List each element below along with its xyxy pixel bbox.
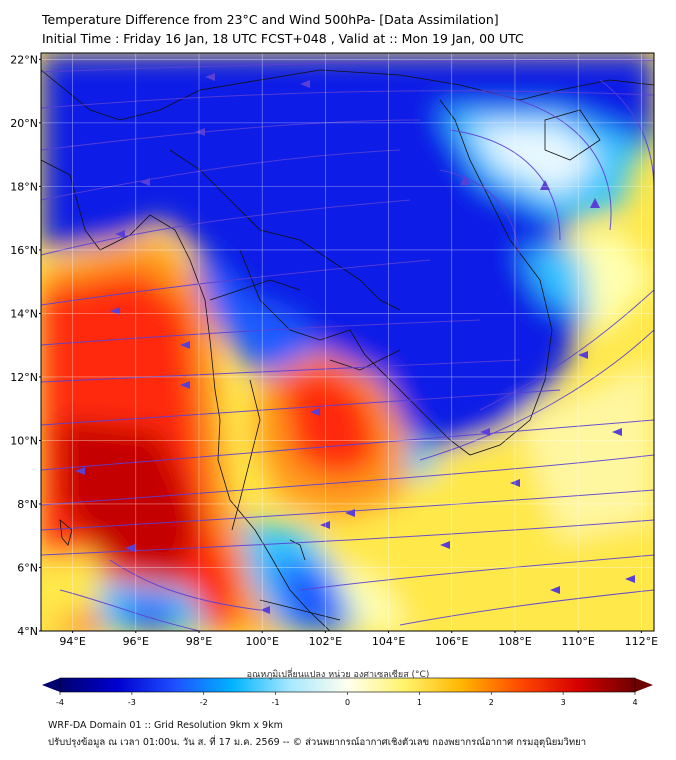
map-title-line2: Initial Time : Friday 16 Jan, 18 UTC FCS… (42, 31, 524, 46)
lat-tick-label: 10°N (10, 434, 38, 447)
lon-tick-label: 96°E (123, 635, 149, 648)
lon-tick-label: 106°E (435, 635, 468, 648)
lat-tick-label: 16°N (10, 244, 38, 257)
lat-tick-label: 18°N (10, 180, 38, 193)
colorbar-tick-label: -3 (128, 698, 136, 707)
colorbar-tick-label: -1 (272, 698, 280, 707)
colorbar-tick-label: -2 (200, 698, 208, 707)
colorbar-tick-label: -4 (56, 698, 64, 707)
lon-tick-label: 94°E (59, 635, 85, 648)
latitude-axis: 22°N 20°N 18°N 16°N 14°N 12°N 10°N 8°N 6°N 4°N (10, 53, 41, 638)
footer-model-info: WRF-DA Domain 01 :: Grid Resolution 9km … (48, 720, 283, 731)
colorbar-tick-label: 1 (417, 698, 422, 707)
lon-tick-label: 110°E (561, 635, 594, 648)
wind-streamlines (41, 59, 654, 631)
lon-tick-label: 108°E (498, 635, 531, 648)
lat-tick-label: 6°N (17, 561, 38, 574)
colorbar-min-extend (42, 678, 60, 692)
footer-credit: ปรับปรุงข้อมูล ณ เวลา 01:00น. วัน ส. ที่… (48, 737, 587, 748)
lat-tick-label: 4°N (17, 625, 38, 638)
lon-tick-label: 100°E (245, 635, 278, 648)
lat-tick-label: 12°N (10, 371, 38, 384)
graticule (41, 53, 654, 631)
colorbar: -4 -3 -2 -1 0 1 2 3 4 (42, 677, 653, 707)
streamline-arrows (75, 73, 635, 614)
colorbar-tick-label: 3 (561, 698, 566, 707)
temperature-field (41, 53, 654, 631)
lon-tick-label: 98°E (186, 635, 212, 648)
lat-tick-label: 8°N (17, 498, 38, 511)
colorbar-gradient (60, 678, 635, 692)
colorbar-tick-label: 4 (632, 698, 637, 707)
map-frame (40, 52, 655, 632)
colorbar-tick-label: 2 (489, 698, 494, 707)
lat-tick-label: 22°N (10, 53, 38, 66)
lon-tick-label: 104°E (372, 635, 405, 648)
colorbar-title: อุณหภูมิเปลี่ยนแปลง หน่วย องศาเซลเซียส (… (246, 670, 430, 680)
colorbar-tick-label: 0 (345, 698, 350, 707)
lat-tick-label: 20°N (10, 117, 38, 130)
map-title-line1: Temperature Difference from 23°C and Win… (42, 12, 499, 27)
lon-tick-label: 102°E (309, 635, 342, 648)
colorbar-max-extend (635, 678, 653, 692)
longitude-axis: 94°E 96°E 98°E 100°E 102°E 104°E 106°E 108°E 110… (59, 631, 658, 648)
lon-tick-label: 112°E (625, 635, 658, 648)
lat-tick-label: 14°N (10, 307, 38, 320)
